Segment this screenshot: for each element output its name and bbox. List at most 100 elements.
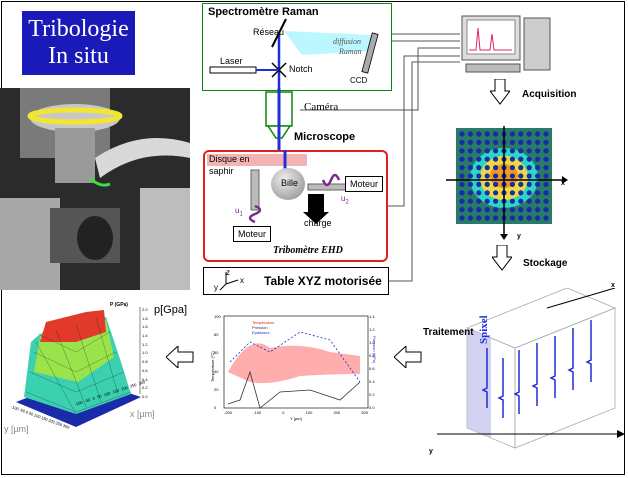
acquisition-label: Acquisition <box>522 89 577 100</box>
charge-label: charge <box>304 218 332 228</box>
map-point <box>484 156 490 162</box>
map-point <box>518 215 524 221</box>
map-point <box>535 139 541 145</box>
profile-ytick-right: 0.8 <box>369 353 375 358</box>
pressure-surface-plot: P (GPa) y [µm] x [µm] <box>4 302 155 437</box>
motor-right-box: Moteur <box>345 176 383 192</box>
map-point <box>493 190 499 196</box>
profile-xtick: -100 <box>253 410 262 415</box>
xyz-table-box: z x y Table XYZ motorisée <box>203 267 389 295</box>
profile-ytick-left: 20 <box>214 386 219 392</box>
title-line1: Tribologie <box>28 16 129 42</box>
map-point <box>518 207 524 213</box>
map-point <box>535 207 541 213</box>
map-point <box>535 173 541 179</box>
map-point <box>509 148 515 154</box>
map-point <box>476 131 482 137</box>
map-point <box>543 148 549 154</box>
map-point <box>518 148 524 154</box>
xyz-table-label: Table XYZ motorisée <box>264 274 382 288</box>
map-point <box>526 198 532 204</box>
map-point <box>518 165 524 171</box>
map-point <box>518 131 524 137</box>
profile-plot: Température Pression Epaisseur Temperatu… <box>210 312 382 424</box>
notch-label: Notch <box>289 64 313 74</box>
map-point <box>493 131 499 137</box>
traitement-label: Traitement <box>423 327 474 338</box>
map-point <box>535 165 541 171</box>
arrow-down-acquisition-icon <box>490 79 510 105</box>
camera-label: Caméra <box>304 101 339 113</box>
map-point <box>493 156 499 162</box>
map-point <box>476 198 482 204</box>
map-point <box>467 207 473 213</box>
map-point <box>484 148 490 154</box>
map-point <box>509 215 515 221</box>
profile-ytick-left: 40 <box>214 368 219 374</box>
u1-label: u1 <box>235 206 243 218</box>
arrow-down-stockage-icon <box>492 245 512 271</box>
map-point <box>484 173 490 179</box>
map-point <box>459 156 465 162</box>
map-point <box>535 156 541 162</box>
map-point <box>476 165 482 171</box>
map-point <box>476 190 482 196</box>
raman-title: Spectromètre Raman <box>208 6 319 18</box>
arrow-left-result-icon <box>166 346 194 368</box>
map-point <box>509 156 515 162</box>
map-point <box>509 139 515 145</box>
diffusion-label-2: Raman <box>339 47 362 56</box>
photo-drawing <box>0 88 190 290</box>
axis-z-label: z <box>226 268 230 277</box>
u1-subscript: 1 <box>239 211 243 218</box>
title-line2: In situ <box>48 43 109 69</box>
surface-drawing <box>16 307 141 427</box>
map-point <box>493 207 499 213</box>
surface-xtick: 0 <box>91 395 96 401</box>
surface-xlabel: x [µm] <box>130 409 155 419</box>
map-y-label: y <box>517 233 521 240</box>
map-point <box>493 165 499 171</box>
data-cube <box>437 288 625 449</box>
reseau-label: Réseau <box>253 27 285 37</box>
map-point <box>493 198 499 204</box>
map-point <box>467 198 473 204</box>
map-point <box>518 173 524 179</box>
map-point <box>467 148 473 154</box>
map-point <box>526 139 532 145</box>
surface-ztick: 0.6 <box>142 367 148 373</box>
map-point <box>484 131 490 137</box>
map-point <box>535 190 541 196</box>
surface-ztick: 0.8 <box>142 359 148 365</box>
map-point <box>493 139 499 145</box>
map-point <box>526 207 532 213</box>
map-point <box>459 131 465 137</box>
map-point <box>484 198 490 204</box>
map-point <box>476 156 482 162</box>
map-point <box>509 165 515 171</box>
profile-xtick: 300 <box>361 410 368 415</box>
sapphire-disc <box>207 154 307 166</box>
u2-label: u2 <box>341 194 349 206</box>
map-point <box>509 173 515 179</box>
map-point <box>526 215 532 221</box>
map-point <box>509 198 515 204</box>
map-point <box>543 215 549 221</box>
laser-label: Laser <box>220 56 243 66</box>
map-point <box>484 181 490 187</box>
map-point <box>476 181 482 187</box>
map-point <box>476 148 482 154</box>
map-point <box>459 165 465 171</box>
profile-ytick-right: 0.2 <box>369 392 375 397</box>
map-point <box>484 215 490 221</box>
surface-ztick: 0.2 <box>142 385 148 391</box>
map-point <box>493 173 499 179</box>
map-point <box>518 198 524 204</box>
map-point <box>459 207 465 213</box>
stockage-label: Stockage <box>523 258 568 269</box>
map-point <box>526 173 532 179</box>
map-point <box>484 165 490 171</box>
map-point <box>526 181 532 187</box>
profile-ytick-right: 0.4 <box>369 379 375 384</box>
